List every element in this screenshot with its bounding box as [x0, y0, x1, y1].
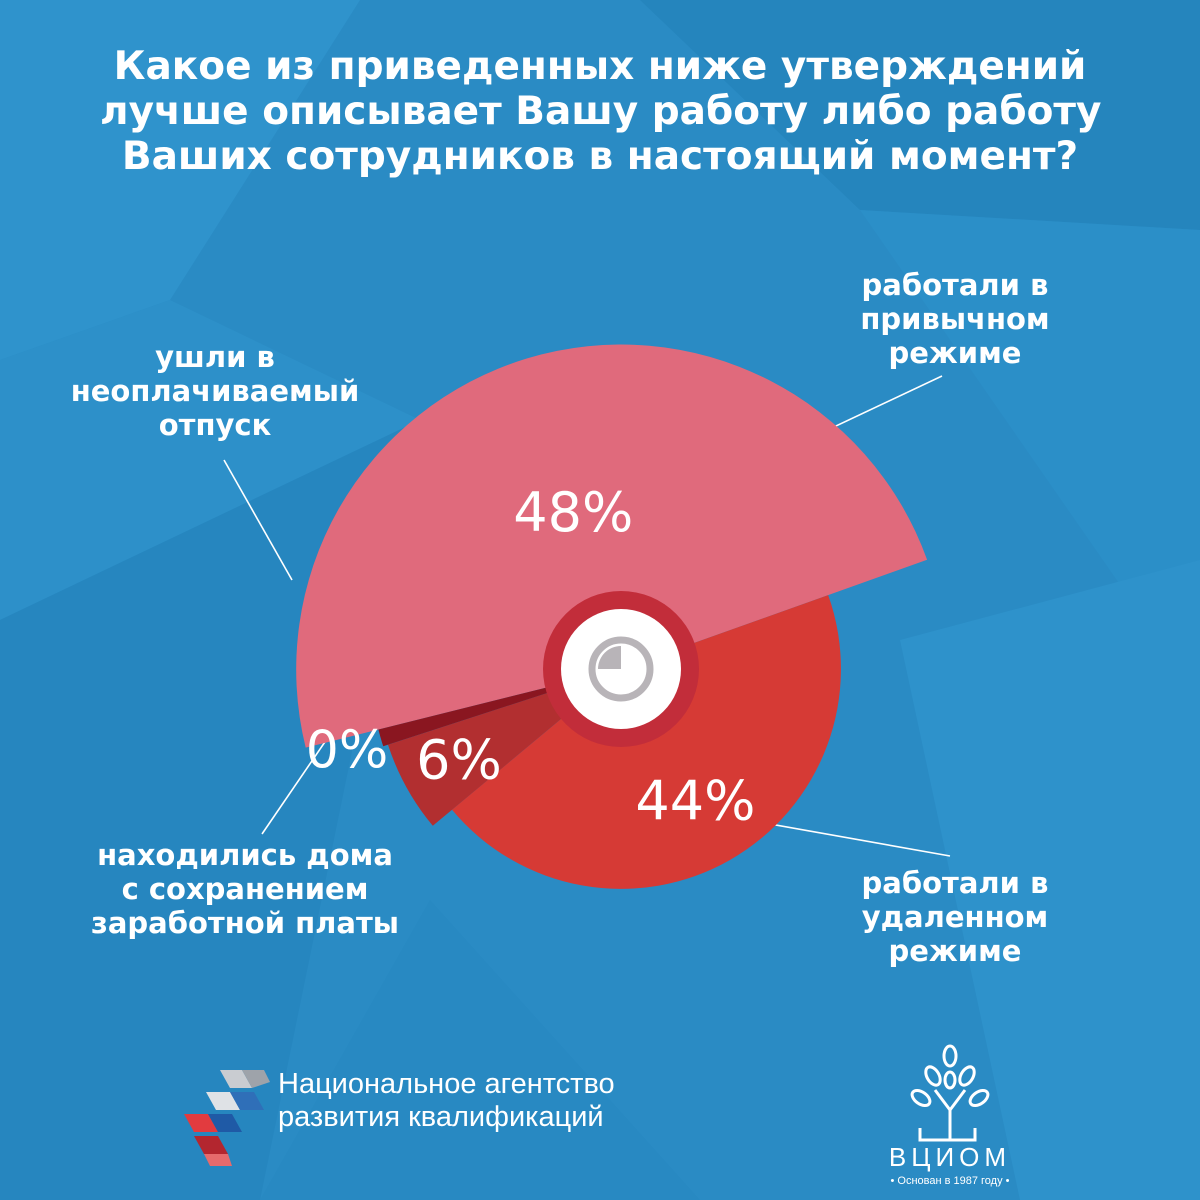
leader-line-unpaid-leave: [223, 459, 293, 581]
label-unpaid-leave-line-1: ушли в: [155, 340, 275, 374]
vtsiom-subtitle: • Основан в 1987 году •: [890, 1175, 1010, 1187]
hub-pie-icon-wedge: [598, 646, 621, 669]
hub-pie-icon: [588, 636, 654, 702]
nark-logo-icon: [184, 1070, 270, 1166]
label-remote-mode: работали в удаленном режиме: [835, 866, 1075, 968]
slice-usual-mode: [296, 344, 928, 748]
label-usual-mode-line-1: работали в: [861, 268, 1049, 302]
label-home-paid: находились дома с сохранением заработной…: [80, 838, 410, 940]
label-home-paid-line-3: заработной платы: [91, 906, 399, 940]
value-label-unpaid-leave: 0%: [306, 721, 389, 781]
nark-logo-line-2: развития квалификаций: [278, 1101, 604, 1133]
label-unpaid-leave-line-3: отпуск: [158, 408, 272, 442]
label-usual-mode-line-2: привычном: [860, 302, 1050, 336]
value-label-usual-mode: 48%: [513, 481, 633, 544]
label-home-paid-line-2: с сохранением: [121, 872, 369, 906]
value-label-home-paid: 6%: [416, 728, 502, 791]
label-remote-mode-line-1: работали в: [861, 866, 1049, 900]
chart-hub: [543, 591, 699, 747]
nark-logo-line-1: Национальное агентство: [278, 1068, 615, 1100]
nark-logo-text: Национальное агентство развития квалифик…: [278, 1068, 615, 1134]
value-labels: 48% 44% 6% 0%: [306, 481, 756, 832]
vtsiom-name: ВЦИОМ: [888, 1142, 1012, 1172]
label-unpaid-leave: ушли в неоплачиваемый отпуск: [55, 340, 375, 442]
label-remote-mode-line-2: удаленном: [861, 900, 1049, 934]
title-line-3: Ваших сотрудников в настоящий момент?: [121, 134, 1079, 179]
chart-title: Какое из приведенных ниже утверждений лу…: [100, 44, 1102, 179]
value-label-remote-mode: 44%: [635, 769, 755, 832]
vtsiom-tree-icon: [910, 1044, 990, 1142]
label-home-paid-line-1: находились дома: [97, 838, 393, 872]
label-unpaid-leave-line-2: неоплачиваемый: [70, 374, 360, 408]
title-line-2: лучше описывает Вашу работу либо работу: [100, 89, 1102, 134]
label-usual-mode-line-3: режиме: [888, 336, 1022, 370]
title-line-1: Какое из приведенных ниже утверждений: [113, 44, 1087, 89]
label-usual-mode: работали в привычном режиме: [840, 268, 1070, 370]
label-remote-mode-line-3: режиме: [888, 934, 1022, 968]
